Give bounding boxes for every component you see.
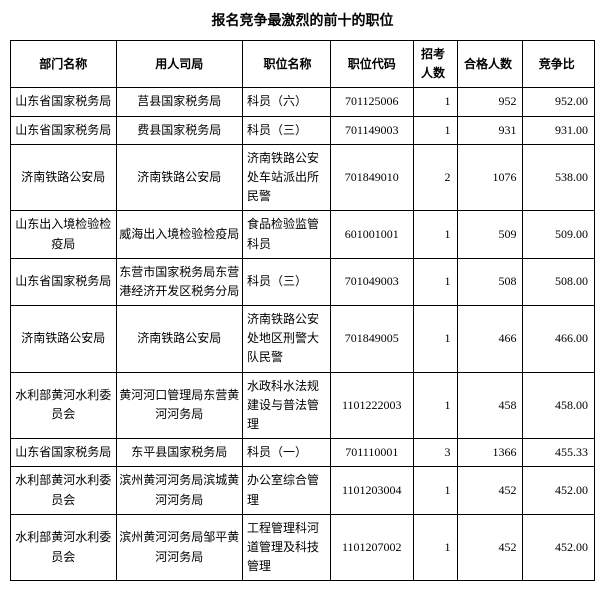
table-row: 水利部黄河水利委员会滨州黄河河务局滨城黄河河务局办公室综合管理110120300… <box>11 467 595 514</box>
cell-count: 3 <box>413 439 457 467</box>
cell-dept: 山东省国家税务局 <box>11 88 117 116</box>
cell-employer: 东营市国家税务局东营港经济开发区税务分局 <box>116 258 242 305</box>
cell-count: 2 <box>413 144 457 211</box>
table-row: 水利部黄河水利委员会黄河河口管理局东营黄河河务局水政科水法规建设与普法管理110… <box>11 372 595 439</box>
cell-count: 1 <box>413 211 457 258</box>
cell-qualified: 452 <box>457 467 523 514</box>
cell-dept: 山东出入境检验检疫局 <box>11 211 117 258</box>
cell-position: 科员（六） <box>243 88 331 116</box>
table-row: 山东省国家税务局莒县国家税务局科员（六）7011250061952952.00 <box>11 88 595 116</box>
cell-position: 水政科水法规建设与普法管理 <box>243 372 331 439</box>
cell-count: 1 <box>413 372 457 439</box>
cell-ratio: 455.33 <box>523 439 595 467</box>
cell-code: 701149003 <box>331 116 413 144</box>
table-row: 水利部黄河水利委员会滨州黄河河务局邹平黄河河务局工程管理科河道管理及科技管理11… <box>11 514 595 581</box>
cell-code: 1101207002 <box>331 514 413 581</box>
cell-ratio: 931.00 <box>523 116 595 144</box>
table-row: 济南铁路公安局济南铁路公安局济南铁路公安处车站派出所民警701849010210… <box>11 144 595 211</box>
cell-ratio: 538.00 <box>523 144 595 211</box>
page-title: 报名竞争最激烈的前十的职位 <box>10 10 595 30</box>
cell-employer: 莒县国家税务局 <box>116 88 242 116</box>
cell-code: 701125006 <box>331 88 413 116</box>
cell-code: 601001001 <box>331 211 413 258</box>
header-code: 职位代码 <box>331 41 413 88</box>
cell-dept: 水利部黄河水利委员会 <box>11 467 117 514</box>
header-dept: 部门名称 <box>11 41 117 88</box>
cell-employer: 威海出入境检验检疫局 <box>116 211 242 258</box>
header-qualified: 合格人数 <box>457 41 523 88</box>
cell-position: 食品检验监管科员 <box>243 211 331 258</box>
cell-position: 科员（三） <box>243 116 331 144</box>
table-row: 山东省国家税务局东营市国家税务局东营港经济开发区税务分局科员（三）7010490… <box>11 258 595 305</box>
cell-count: 1 <box>413 88 457 116</box>
cell-dept: 山东省国家税务局 <box>11 439 117 467</box>
cell-qualified: 931 <box>457 116 523 144</box>
cell-position: 工程管理科河道管理及科技管理 <box>243 514 331 581</box>
cell-position: 济南铁路公安处地区刑警大队民警 <box>243 306 331 373</box>
cell-dept: 水利部黄河水利委员会 <box>11 514 117 581</box>
cell-position: 办公室综合管理 <box>243 467 331 514</box>
header-position: 职位名称 <box>243 41 331 88</box>
cell-code: 701110001 <box>331 439 413 467</box>
cell-ratio: 466.00 <box>523 306 595 373</box>
cell-ratio: 452.00 <box>523 514 595 581</box>
cell-code: 1101222003 <box>331 372 413 439</box>
table-row: 山东省国家税务局东平县国家税务局科员（一）70111000131366455.3… <box>11 439 595 467</box>
cell-ratio: 952.00 <box>523 88 595 116</box>
cell-count: 1 <box>413 306 457 373</box>
cell-qualified: 1366 <box>457 439 523 467</box>
cell-dept: 山东省国家税务局 <box>11 258 117 305</box>
cell-employer: 费县国家税务局 <box>116 116 242 144</box>
cell-count: 1 <box>413 258 457 305</box>
cell-qualified: 1076 <box>457 144 523 211</box>
cell-dept: 济南铁路公安局 <box>11 306 117 373</box>
cell-qualified: 508 <box>457 258 523 305</box>
header-count: 招考人数 <box>413 41 457 88</box>
cell-position: 科员（三） <box>243 258 331 305</box>
cell-position: 科员（一） <box>243 439 331 467</box>
cell-employer: 东平县国家税务局 <box>116 439 242 467</box>
table-row: 济南铁路公安局济南铁路公安局济南铁路公安处地区刑警大队民警70184900514… <box>11 306 595 373</box>
cell-employer: 滨州黄河河务局邹平黄河河务局 <box>116 514 242 581</box>
header-ratio: 竞争比 <box>523 41 595 88</box>
cell-code: 701049003 <box>331 258 413 305</box>
cell-qualified: 458 <box>457 372 523 439</box>
cell-code: 701849010 <box>331 144 413 211</box>
table-row: 山东出入境检验检疫局威海出入境检验检疫局食品检验监管科员601001001150… <box>11 211 595 258</box>
table-row: 山东省国家税务局费县国家税务局科员（三）7011490031931931.00 <box>11 116 595 144</box>
competition-table: 部门名称 用人司局 职位名称 职位代码 招考人数 合格人数 竞争比 山东省国家税… <box>10 40 595 581</box>
cell-count: 1 <box>413 116 457 144</box>
cell-employer: 滨州黄河河务局滨城黄河河务局 <box>116 467 242 514</box>
cell-code: 701849005 <box>331 306 413 373</box>
cell-qualified: 509 <box>457 211 523 258</box>
header-employer: 用人司局 <box>116 41 242 88</box>
cell-dept: 山东省国家税务局 <box>11 116 117 144</box>
cell-count: 1 <box>413 514 457 581</box>
table-header-row: 部门名称 用人司局 职位名称 职位代码 招考人数 合格人数 竞争比 <box>11 41 595 88</box>
cell-employer: 黄河河口管理局东营黄河河务局 <box>116 372 242 439</box>
cell-dept: 济南铁路公安局 <box>11 144 117 211</box>
cell-count: 1 <box>413 467 457 514</box>
cell-ratio: 458.00 <box>523 372 595 439</box>
cell-ratio: 509.00 <box>523 211 595 258</box>
cell-code: 1101203004 <box>331 467 413 514</box>
cell-dept: 水利部黄河水利委员会 <box>11 372 117 439</box>
cell-employer: 济南铁路公安局 <box>116 144 242 211</box>
cell-position: 济南铁路公安处车站派出所民警 <box>243 144 331 211</box>
cell-qualified: 952 <box>457 88 523 116</box>
cell-employer: 济南铁路公安局 <box>116 306 242 373</box>
cell-qualified: 466 <box>457 306 523 373</box>
cell-ratio: 508.00 <box>523 258 595 305</box>
cell-qualified: 452 <box>457 514 523 581</box>
cell-ratio: 452.00 <box>523 467 595 514</box>
